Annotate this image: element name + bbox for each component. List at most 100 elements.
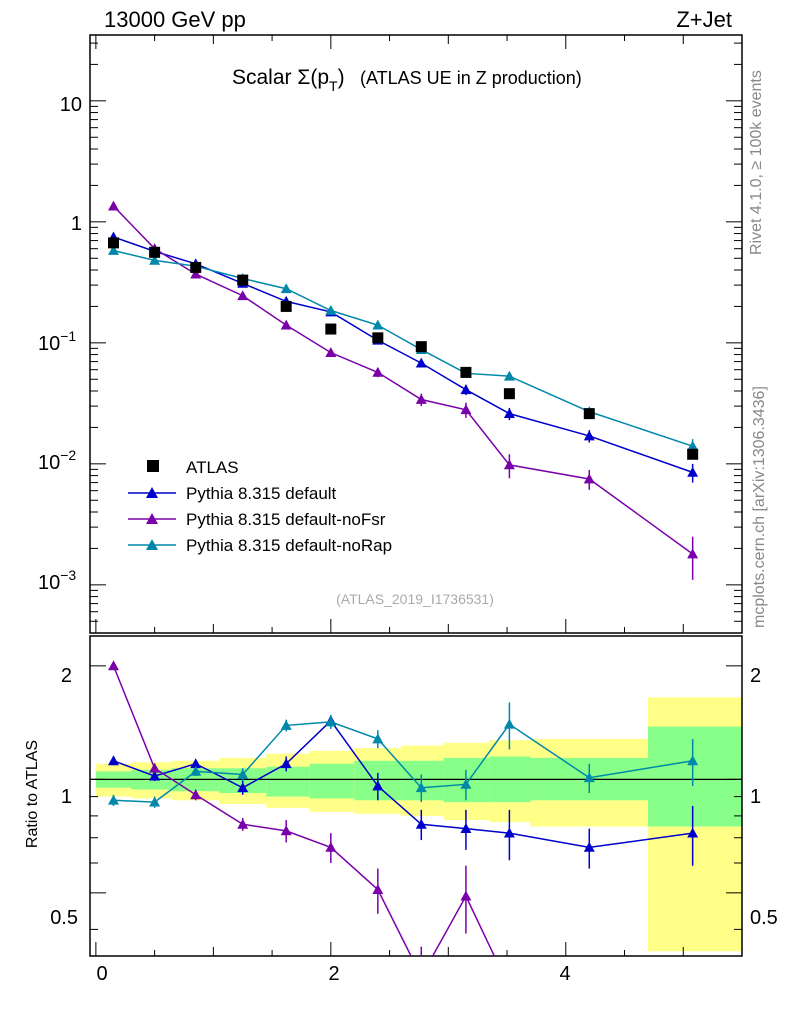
main-point-atlas bbox=[325, 323, 337, 335]
legend-nofsr-marker bbox=[146, 513, 158, 524]
ratio-point-default bbox=[687, 827, 699, 838]
analysis-id-watermark: (ATLAS_2019_I1736531) bbox=[336, 591, 494, 607]
ratio-point-nofsr bbox=[325, 841, 337, 852]
ratio-point-nofsr bbox=[190, 789, 202, 800]
ratio-point-norap bbox=[415, 782, 427, 793]
header-energy-label: 13000 GeV pp bbox=[104, 7, 246, 32]
ratio-point-norap bbox=[107, 794, 119, 805]
main-plot-series bbox=[107, 200, 699, 580]
mcplots-citation-label: mcplots.cern.ch [arXiv:1306.3436] bbox=[751, 386, 768, 628]
legend-default-marker bbox=[146, 487, 158, 498]
ratio-point-norap bbox=[460, 778, 472, 789]
main-point-atlas bbox=[687, 448, 699, 460]
main-point-nofsr bbox=[687, 548, 699, 559]
main-point-nofsr bbox=[415, 394, 427, 404]
main-point-default bbox=[687, 466, 699, 477]
ratio-point-default bbox=[190, 758, 202, 769]
main-point-norap bbox=[372, 319, 384, 330]
ratio-plot-series bbox=[107, 660, 699, 992]
ratio-point-default bbox=[415, 818, 427, 829]
ratio-point-nofsr bbox=[280, 825, 292, 836]
ratio-point-nofsr bbox=[149, 762, 161, 773]
ratio-point-default bbox=[107, 755, 119, 766]
legend: ATLAS Pythia 8.315 default Pythia 8.315 … bbox=[128, 458, 392, 555]
ratio-point-nofsr bbox=[504, 982, 515, 992]
main-point-norap bbox=[503, 370, 515, 381]
ratio-ytick-label-1: 1 bbox=[61, 786, 72, 808]
ratio-band-green bbox=[266, 766, 310, 797]
ratio-point-nofsr bbox=[237, 818, 249, 829]
main-point-nofsr bbox=[190, 268, 202, 279]
main-point-atlas bbox=[415, 341, 427, 353]
ratio-point-nofsr bbox=[372, 884, 384, 895]
ratio-point-norap bbox=[503, 718, 515, 729]
ratio-line-nofsr bbox=[112, 665, 496, 956]
ratio-point-norap bbox=[687, 755, 699, 766]
main-point-nofsr bbox=[280, 319, 292, 330]
main-point-norap bbox=[325, 305, 337, 315]
ratio-ytick-label-0.5: 0.5 bbox=[50, 907, 78, 929]
main-point-atlas bbox=[190, 261, 202, 273]
main-point-atlas bbox=[237, 274, 249, 286]
ratio-point-norap bbox=[325, 716, 337, 727]
xtick-label-0: 0 bbox=[96, 963, 107, 985]
legend-norap-marker bbox=[146, 539, 158, 550]
main-point-nofsr bbox=[325, 347, 337, 358]
ratio-point-norap bbox=[280, 719, 292, 730]
main-point-nofsr bbox=[583, 473, 595, 484]
main-point-atlas bbox=[503, 388, 515, 400]
ratio-ytick-label-2-right: 2 bbox=[750, 665, 761, 687]
main-point-norap bbox=[149, 254, 161, 265]
legend-nofsr-label: Pythia 8.315 default-noFsr bbox=[186, 510, 386, 529]
legend-default-label: Pythia 8.315 default bbox=[186, 484, 337, 503]
title-sigma: Σ(p bbox=[297, 66, 329, 89]
main-point-atlas bbox=[460, 366, 472, 378]
ratio-point-nofsr bbox=[416, 971, 427, 981]
xtick-label-4: 4 bbox=[559, 963, 570, 985]
ratio-point-default bbox=[503, 827, 515, 838]
ratio-point-norap bbox=[372, 733, 384, 744]
ytick-label-1: 1 bbox=[71, 213, 82, 235]
ratio-point-nofsr bbox=[107, 660, 119, 671]
plot-title: Scalar Σ(pT) (ATLAS UE in Z production) bbox=[232, 66, 582, 94]
title-suffix: (ATLAS UE in Z production) bbox=[360, 68, 582, 88]
axis-ticks bbox=[90, 35, 743, 956]
ratio-point-nofsr bbox=[584, 982, 595, 992]
ratio-plot-frame bbox=[89, 635, 743, 957]
main-point-atlas bbox=[280, 300, 292, 312]
legend-atlas-marker bbox=[147, 460, 159, 472]
legend-atlas-label: ATLAS bbox=[186, 458, 239, 477]
main-point-norap bbox=[687, 440, 699, 451]
ratio-point-default bbox=[372, 780, 384, 791]
xtick-label-2: 2 bbox=[328, 963, 339, 985]
ratio-point-default bbox=[583, 841, 595, 852]
ratio-ytick-label-2: 2 bbox=[61, 665, 72, 687]
main-point-nofsr bbox=[107, 200, 119, 211]
ytick-label-10: 10 bbox=[60, 94, 82, 116]
main-point-atlas bbox=[372, 332, 384, 344]
header-process-label: Z+Jet bbox=[676, 7, 732, 32]
legend-norap-label: Pythia 8.315 default-noRap bbox=[186, 536, 392, 555]
main-point-nofsr bbox=[237, 290, 249, 301]
main-point-default bbox=[460, 384, 472, 395]
main-point-default bbox=[503, 408, 515, 419]
ratio-band-green bbox=[309, 763, 355, 799]
main-point-default bbox=[415, 357, 427, 368]
main-line-nofsr bbox=[112, 205, 694, 555]
main-point-atlas bbox=[107, 237, 119, 249]
ratio-point-default bbox=[280, 758, 292, 769]
main-line-default bbox=[113, 236, 693, 474]
main-line-norap bbox=[113, 249, 693, 447]
main-point-nofsr bbox=[372, 366, 384, 377]
ytick-label-1e-1: 10−1 bbox=[38, 328, 76, 355]
main-point-nofsr bbox=[503, 459, 515, 470]
ratio-point-default bbox=[460, 823, 472, 834]
ratio-ytick-label-1-right: 1 bbox=[750, 786, 761, 808]
ratio-point-norap bbox=[190, 765, 202, 776]
ratio-point-nofsr bbox=[460, 890, 472, 901]
ratio-line-default bbox=[113, 719, 693, 849]
ratio-ytick-label-0.5-right: 0.5 bbox=[750, 907, 778, 929]
title-close: ) bbox=[338, 66, 345, 89]
ratio-point-default bbox=[237, 782, 249, 793]
